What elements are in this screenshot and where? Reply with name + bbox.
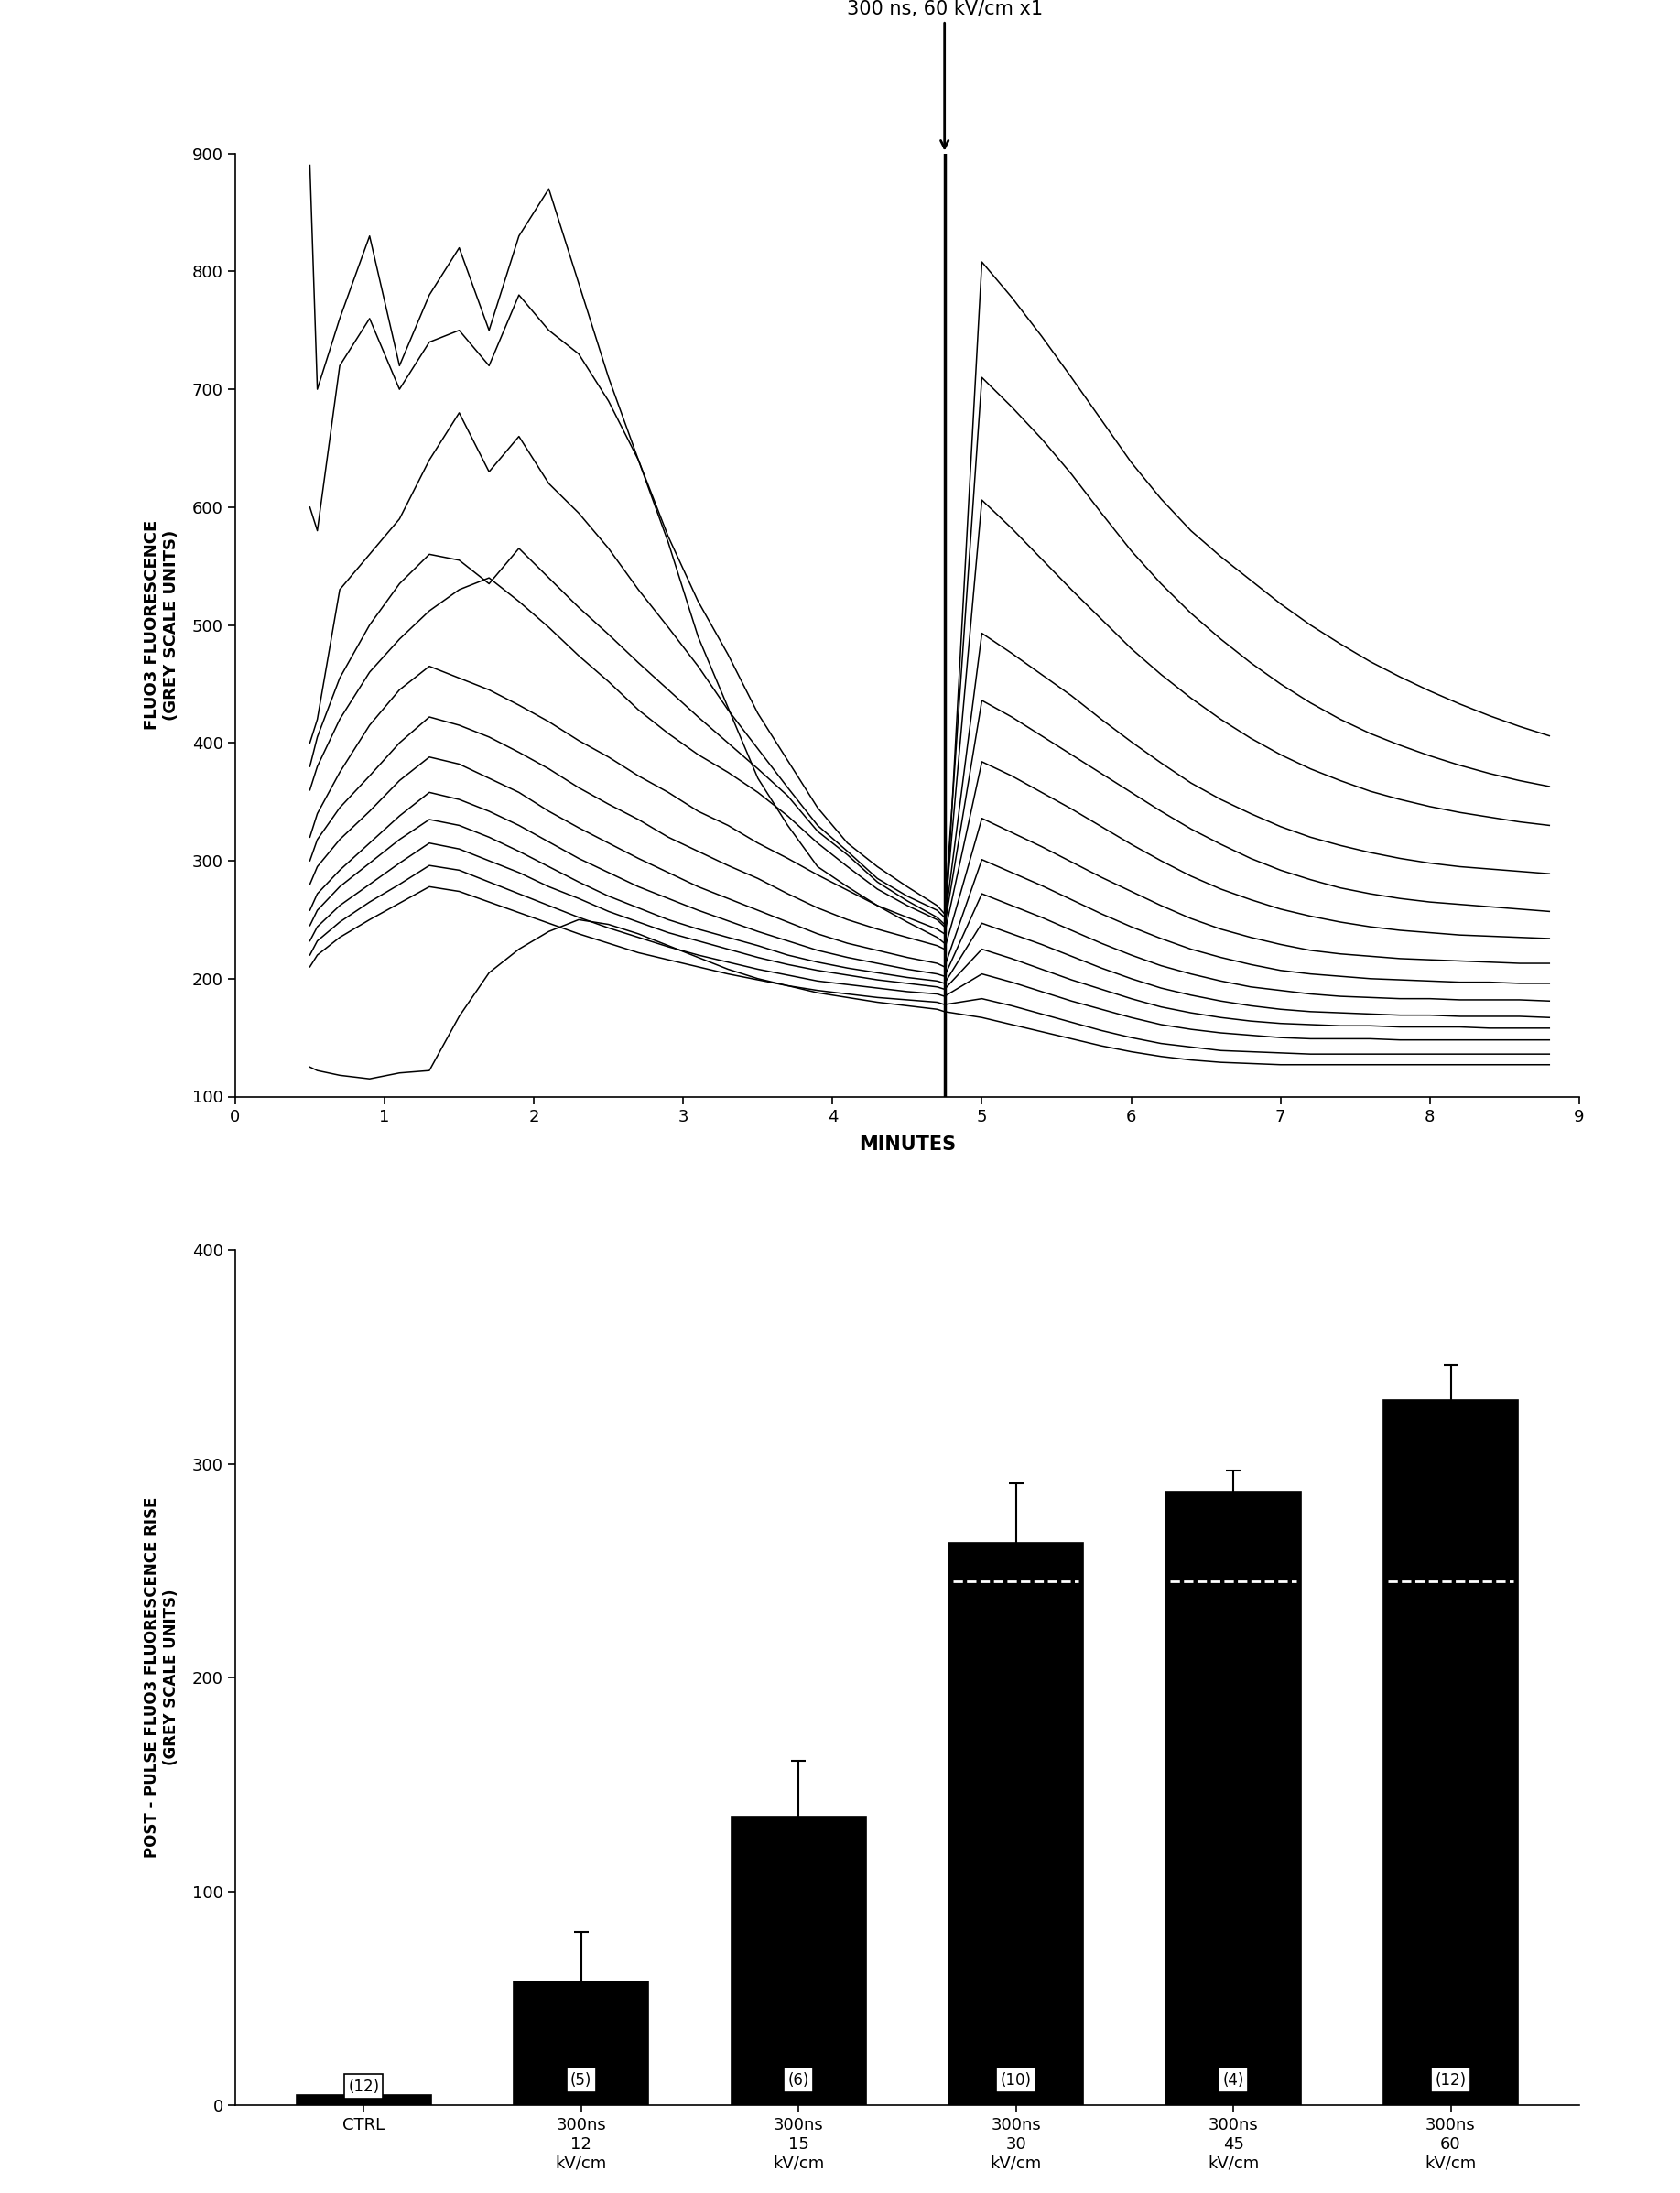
Text: (10): (10) bbox=[1000, 2072, 1032, 2088]
Text: 300 ns, 60 kV/cm x1: 300 ns, 60 kV/cm x1 bbox=[847, 0, 1043, 149]
Text: (5): (5) bbox=[571, 2072, 591, 2088]
Bar bbox=[514, 1980, 648, 2105]
Bar bbox=[949, 1544, 1084, 2105]
Text: (12): (12) bbox=[1435, 2072, 1467, 2088]
Text: (6): (6) bbox=[788, 2072, 810, 2088]
Y-axis label: FLUO3 FLUORESCENCE
(GREY SCALE UNITS): FLUO3 FLUORESCENCE (GREY SCALE UNITS) bbox=[144, 520, 180, 730]
Bar bbox=[296, 2094, 432, 2105]
X-axis label: MINUTES: MINUTES bbox=[858, 1136, 956, 1154]
Bar bbox=[1383, 1399, 1519, 2105]
Bar bbox=[731, 1816, 865, 2105]
Text: (12): (12) bbox=[348, 2079, 380, 2094]
Bar bbox=[1166, 1491, 1300, 2105]
Y-axis label: POST - PULSE FLUO3 FLUORESCENCE RISE
(GREY SCALE UNITS): POST - PULSE FLUO3 FLUORESCENCE RISE (GR… bbox=[144, 1498, 180, 1857]
Text: (4): (4) bbox=[1223, 2072, 1243, 2088]
